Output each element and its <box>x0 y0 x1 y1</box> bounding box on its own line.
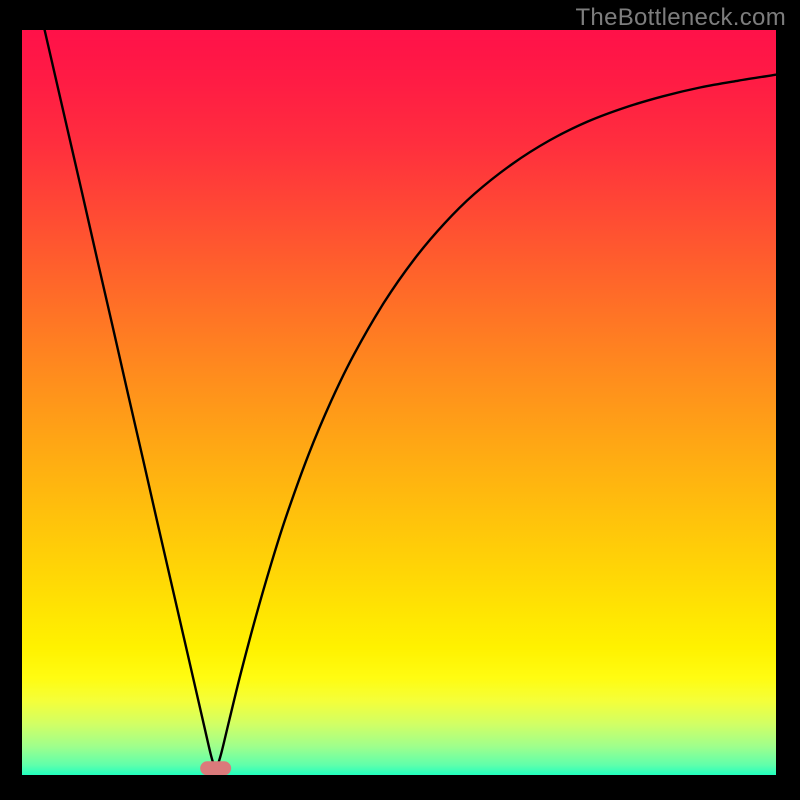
plot-area <box>22 30 776 775</box>
watermark-label: TheBottleneck.com <box>575 4 786 32</box>
valley-marker <box>200 762 232 775</box>
bottleneck-curve <box>22 30 776 775</box>
figure-container: TheBottleneck.com <box>0 0 800 800</box>
